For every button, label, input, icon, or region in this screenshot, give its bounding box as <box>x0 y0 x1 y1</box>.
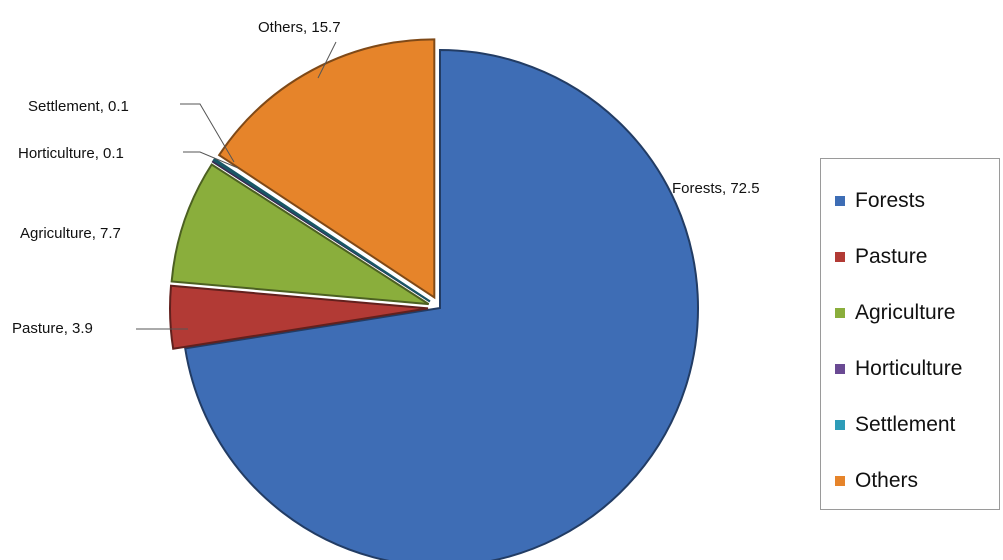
legend-swatch-agriculture <box>835 308 845 318</box>
data-label-horticulture: Horticulture, 0.1 <box>18 145 124 162</box>
leader-line-others <box>317 41 337 79</box>
legend-item-settlement: Settlement <box>835 397 999 453</box>
legend-swatch-forests <box>835 196 845 206</box>
slice-labels: Forests, 72.5 Pasture, 3.9 Agriculture, 7.… <box>12 19 760 337</box>
legend-item-others: Others <box>835 453 999 509</box>
pie-slice-pasture <box>169 284 429 350</box>
legend-label-others: Others <box>855 469 919 492</box>
legend-item-agriculture: Agriculture <box>835 285 999 341</box>
legend-label-pasture: Pasture <box>855 245 928 268</box>
leader-lines <box>136 41 337 330</box>
pie-slice-agriculture <box>170 163 430 306</box>
legend-label-horticulture: Horticulture <box>855 357 963 380</box>
legend-label-forests: Forests <box>855 189 926 212</box>
legend-label-agriculture: Agriculture <box>855 301 956 324</box>
leader-line-horticulture <box>183 151 239 169</box>
legend-item-horticulture: Horticulture <box>835 341 999 397</box>
pie-slice-others <box>217 38 436 300</box>
data-label-agriculture: Agriculture, 7.7 <box>20 225 121 242</box>
data-label-pasture: Pasture, 3.9 <box>12 320 93 337</box>
legend-swatch-settlement <box>835 420 845 430</box>
legend-label-settlement: Settlement <box>855 413 956 436</box>
pie-slice-forests <box>184 48 699 560</box>
pie-slice-settlement <box>212 157 431 303</box>
legend-item-forests: Forests <box>835 173 999 229</box>
data-label-others: Others, 15.7 <box>258 19 341 36</box>
data-label-forests: Forests, 72.5 <box>672 180 760 197</box>
leader-line-settlement <box>180 103 235 163</box>
pie-chart: Forests, 72.5 Pasture, 3.9 Agriculture, 7.… <box>12 19 760 560</box>
pie-slices <box>169 38 699 560</box>
chart-legend: Forests Pasture Agriculture Horticulture… <box>820 158 1000 510</box>
legend-item-pasture: Pasture <box>835 229 999 285</box>
legend-swatch-pasture <box>835 252 845 262</box>
legend-swatch-horticulture <box>835 364 845 374</box>
data-label-settlement: Settlement, 0.1 <box>28 98 129 115</box>
legend-swatch-others <box>835 476 845 486</box>
